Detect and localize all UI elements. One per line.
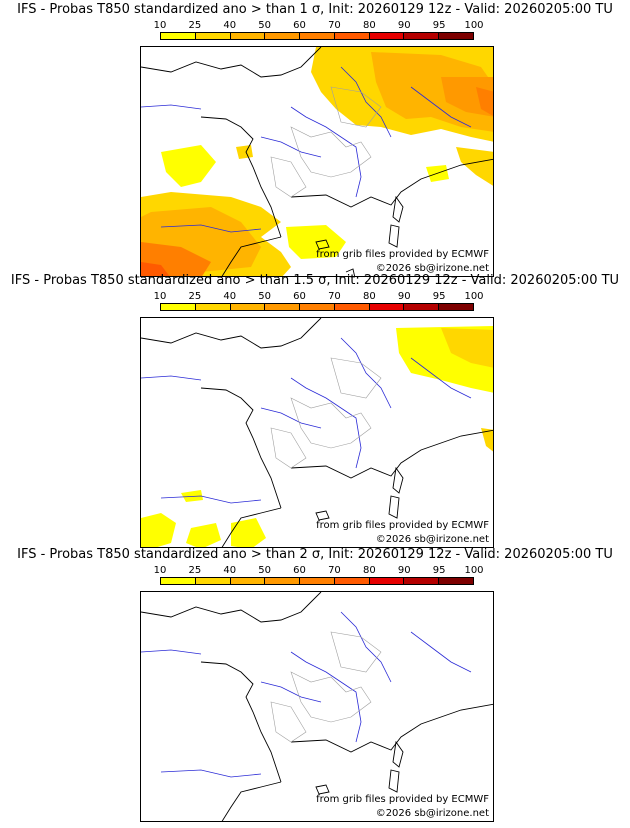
credit-source: from grib files provided by ECMWF bbox=[316, 794, 489, 805]
legend-tick-label: 100 bbox=[464, 291, 484, 302]
legend-swatch bbox=[369, 33, 405, 39]
coastlines bbox=[141, 47, 493, 276]
legend-swatch bbox=[439, 578, 474, 584]
legend-swatch bbox=[195, 33, 231, 39]
map-1sigma: from grib files provided by ECMWF ©2026 … bbox=[140, 46, 494, 277]
legend-swatch bbox=[404, 33, 440, 39]
legend-tick-label: 70 bbox=[328, 291, 341, 302]
legend-swatch bbox=[265, 33, 301, 39]
legend-swatch bbox=[439, 33, 474, 39]
legend-bar bbox=[160, 577, 474, 585]
legend-tick-label: 70 bbox=[328, 20, 341, 31]
legend-swatch bbox=[439, 304, 474, 310]
legend-tick-label: 95 bbox=[432, 565, 446, 576]
legend-tick-label: 10 bbox=[153, 20, 167, 31]
probability-field bbox=[141, 47, 493, 276]
legend-swatch bbox=[334, 578, 370, 584]
legend-swatch bbox=[161, 578, 196, 584]
legend-tick-label: 50 bbox=[258, 20, 272, 31]
legend-tick-label: 60 bbox=[293, 291, 306, 302]
legend-bar bbox=[160, 303, 474, 311]
legend-swatch bbox=[195, 304, 231, 310]
legend-swatch bbox=[334, 304, 370, 310]
legend-swatch bbox=[195, 578, 231, 584]
legend-tick-label: 100 bbox=[464, 20, 484, 31]
map-1-5sigma: from grib files provided by ECMWF ©2026 … bbox=[140, 317, 494, 548]
legend-tick-label: 10 bbox=[153, 291, 167, 302]
legend-tick-label: 25 bbox=[188, 20, 202, 31]
map-svg bbox=[141, 592, 493, 821]
admin-borders bbox=[270, 357, 382, 469]
color-legend: 10 25 40 50 60 70 80 90 95 100 bbox=[154, 20, 484, 42]
credit-copyright: ©2026 sb@irizone.net bbox=[375, 808, 489, 819]
legend-swatch bbox=[230, 304, 266, 310]
rivers bbox=[141, 611, 472, 778]
credit-copyright: ©2026 sb@irizone.net bbox=[375, 263, 489, 274]
legend-tick-label: 95 bbox=[432, 291, 446, 302]
legend-swatch bbox=[265, 304, 301, 310]
legend-swatch bbox=[334, 33, 370, 39]
credit-copyright: ©2026 sb@irizone.net bbox=[375, 534, 489, 545]
legend-swatch bbox=[300, 304, 335, 310]
legend-tick-label: 25 bbox=[188, 565, 202, 576]
legend-swatch bbox=[300, 33, 335, 39]
legend-tick-label: 80 bbox=[362, 565, 376, 576]
legend-swatch bbox=[369, 578, 405, 584]
legend-swatch bbox=[404, 304, 440, 310]
legend-swatch bbox=[300, 578, 335, 584]
map-svg bbox=[141, 47, 493, 276]
legend-tick-label: 80 bbox=[362, 20, 376, 31]
legend-tick-label: 60 bbox=[293, 565, 306, 576]
legend-tick-label: 100 bbox=[464, 565, 484, 576]
legend-tick-label: 60 bbox=[293, 20, 306, 31]
legend-swatch bbox=[230, 578, 266, 584]
legend-swatch bbox=[265, 578, 301, 584]
legend-tick-label: 10 bbox=[153, 565, 167, 576]
legend-swatch bbox=[161, 33, 196, 39]
legend-tick-label: 40 bbox=[223, 291, 237, 302]
legend-tick-label: 50 bbox=[258, 291, 272, 302]
panel-2sigma: IFS - Probas T850 standardized ano > tha… bbox=[0, 547, 630, 823]
legend-tick-label: 90 bbox=[397, 291, 411, 302]
credit-source: from grib files provided by ECMWF bbox=[316, 249, 489, 260]
legend-tick-label: 25 bbox=[188, 291, 202, 302]
legend-swatch bbox=[404, 578, 440, 584]
legend-swatch bbox=[369, 304, 405, 310]
legend-tick-label: 90 bbox=[397, 20, 411, 31]
legend-tick-label: 50 bbox=[258, 565, 272, 576]
map-svg bbox=[141, 318, 493, 547]
rivers bbox=[141, 337, 472, 504]
legend-tick-label: 80 bbox=[362, 291, 376, 302]
legend-swatch bbox=[230, 33, 266, 39]
legend-tick-label: 90 bbox=[397, 565, 411, 576]
panel-title: IFS - Probas T850 standardized ano > tha… bbox=[17, 547, 613, 562]
legend-tick-label: 70 bbox=[328, 565, 341, 576]
coastlines bbox=[141, 318, 493, 547]
coastlines bbox=[141, 592, 493, 821]
map-2sigma: from grib files provided by ECMWF ©2026 … bbox=[140, 591, 494, 822]
legend-tick-label: 95 bbox=[432, 20, 446, 31]
admin-borders bbox=[270, 631, 382, 743]
panel-title: IFS - Probas T850 standardized ano > tha… bbox=[17, 2, 613, 17]
rivers bbox=[141, 66, 472, 233]
admin-borders bbox=[270, 86, 382, 198]
panel-1sigma: IFS - Probas T850 standardized ano > tha… bbox=[0, 2, 630, 278]
legend-tick-label: 40 bbox=[223, 20, 237, 31]
panel-1-5sigma: IFS - Probas T850 standardized ano > tha… bbox=[0, 273, 630, 549]
legend-swatch bbox=[161, 304, 196, 310]
credit-source: from grib files provided by ECMWF bbox=[316, 520, 489, 531]
panel-title: IFS - Probas T850 standardized ano > tha… bbox=[10, 273, 620, 288]
color-legend: 10 25 40 50 60 70 80 90 95 100 bbox=[154, 291, 484, 313]
color-legend: 10 25 40 50 60 70 80 90 95 100 bbox=[154, 565, 484, 587]
legend-tick-label: 40 bbox=[223, 565, 237, 576]
probability-field bbox=[141, 326, 493, 547]
legend-bar bbox=[160, 32, 474, 40]
